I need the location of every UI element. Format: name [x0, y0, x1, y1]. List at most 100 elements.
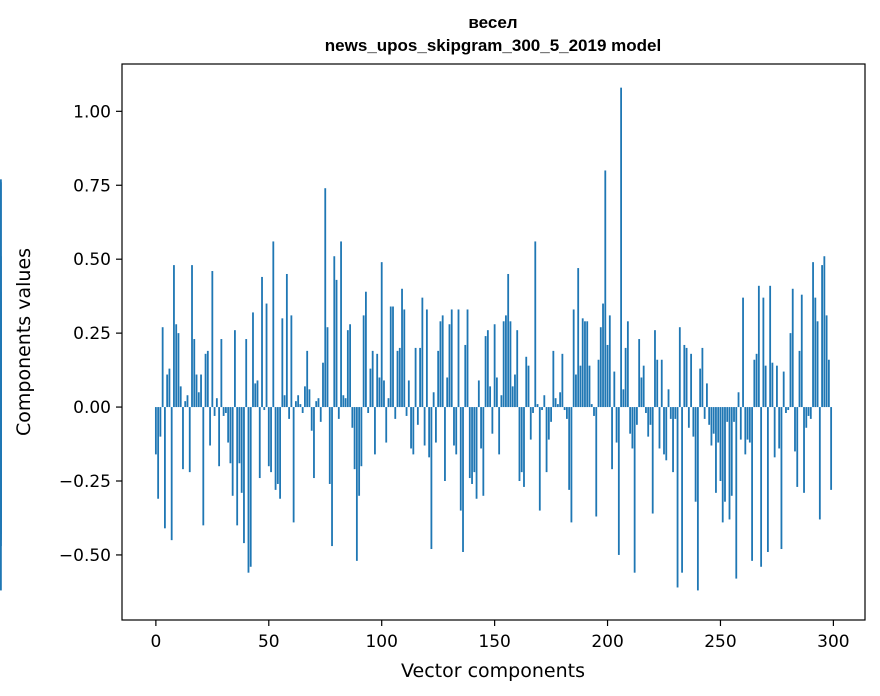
bar-component-94 [367, 407, 370, 413]
bar-component-199 [604, 170, 607, 408]
bar-component-109 [401, 288, 403, 408]
bar-component-undefined [0, 407, 2, 591]
bar-component-85 [346, 330, 349, 408]
bar-component-0 [154, 407, 157, 455]
bar-component-250 [719, 407, 722, 481]
y-tick-label: 1.00 [73, 102, 111, 122]
bar-component-130 [448, 324, 451, 408]
bar-component-178 [556, 404, 559, 408]
bar-component-54 [276, 407, 279, 484]
bar-component-293 [816, 321, 819, 408]
bar-component-50 [267, 407, 270, 467]
bar-component-297 [825, 315, 828, 408]
bar-component-69 [310, 407, 313, 431]
bar-component-7 [170, 407, 173, 541]
bar-component-294 [818, 407, 821, 520]
y-axis: −0.50 −0.25 0.00 0.25 0.50 0.75 1.00 [59, 102, 122, 566]
bar-component-151 [495, 377, 498, 408]
bar-component-155 [505, 315, 507, 408]
bar-component-229 [672, 407, 674, 473]
bar-component-119 [423, 407, 426, 446]
bar-component-73 [319, 407, 322, 422]
bar-component-222 [656, 359, 659, 408]
bar-component-26 [213, 407, 216, 416]
bar-component-154 [502, 321, 505, 408]
bar-component-67 [306, 350, 309, 408]
bar-component-71 [315, 401, 318, 408]
bar-component-213 [636, 407, 638, 425]
bar-component-133 [455, 407, 458, 455]
bar-component-204 [615, 407, 618, 443]
bar-component-63 [297, 395, 300, 408]
bar-component-2 [159, 407, 162, 437]
bar-component-156 [507, 273, 510, 408]
bar-component-93 [364, 291, 367, 408]
plot-frame [121, 63, 866, 621]
x-tick-label: 0 [150, 632, 161, 652]
x-tick-label: 100 [365, 632, 397, 652]
bar-component-203 [613, 371, 616, 408]
y-tick-label: 0.50 [73, 250, 111, 270]
bar-component-162 [520, 407, 523, 473]
bar-component-274 [773, 407, 776, 458]
bar-component-76 [326, 327, 329, 408]
bar-component-218 [647, 407, 650, 437]
bar-component-undefined [0, 407, 2, 416]
y-tick-label: 0.00 [73, 398, 111, 418]
bar-component-196 [597, 359, 600, 408]
bar-component-211 [631, 407, 634, 449]
bar-component-5 [166, 374, 169, 408]
bar-component-57 [283, 395, 286, 408]
bar-component-118 [421, 297, 424, 408]
bar-component-296 [823, 256, 826, 408]
y-axis-label: Components values [13, 248, 35, 436]
bar-component-258 [737, 392, 740, 408]
bar-component-35 [234, 330, 236, 408]
bar-component-236 [687, 407, 690, 428]
bar-component-254 [728, 407, 731, 520]
bar-component-191 [586, 321, 589, 408]
bar-component-100 [380, 262, 383, 408]
bar-component-64 [299, 404, 302, 408]
bar-component-227 [667, 389, 670, 408]
bar-component-285 [798, 350, 801, 408]
bar-component-167 [532, 407, 534, 413]
bar-component-91 [360, 407, 363, 467]
bar-component-134 [457, 309, 460, 408]
bar-component-42 [249, 407, 252, 567]
bar-component-245 [708, 407, 711, 425]
x-tick-label: 250 [704, 632, 736, 652]
bar-component-87 [351, 407, 354, 428]
bar-component-234 [683, 344, 686, 408]
bar-component-92 [362, 315, 365, 408]
bar-component-235 [685, 347, 688, 408]
bar-component-82 [340, 241, 342, 408]
bar-component-230 [674, 407, 677, 419]
bar-component-136 [462, 407, 464, 552]
bar-component-209 [626, 321, 629, 408]
bar-component-53 [274, 407, 277, 490]
bar-component-78 [331, 407, 333, 547]
bar-component-75 [324, 188, 327, 408]
bar-component-3 [161, 327, 164, 408]
bar-component-172 [543, 395, 546, 408]
bar-component-84 [344, 398, 347, 408]
bar-component-216 [642, 365, 645, 408]
bar-component-189 [581, 318, 584, 408]
bar-component-115 [414, 347, 417, 408]
bar-component-237 [690, 353, 693, 408]
bar-component-undefined [0, 407, 2, 481]
bar-component-39 [243, 407, 245, 544]
bar-component-242 [701, 347, 704, 408]
bar-component-188 [579, 365, 582, 408]
bar-component-65 [301, 407, 304, 413]
bar-component-25 [211, 271, 214, 408]
bar-component-96 [371, 350, 374, 408]
bar-component-48 [263, 407, 266, 411]
bar-component-253 [726, 407, 729, 422]
bar-component-51 [270, 407, 272, 473]
bar-component-12 [182, 407, 184, 470]
bar-component-207 [622, 389, 625, 408]
bar-component-34 [231, 407, 234, 496]
bar-component-74 [322, 362, 324, 408]
